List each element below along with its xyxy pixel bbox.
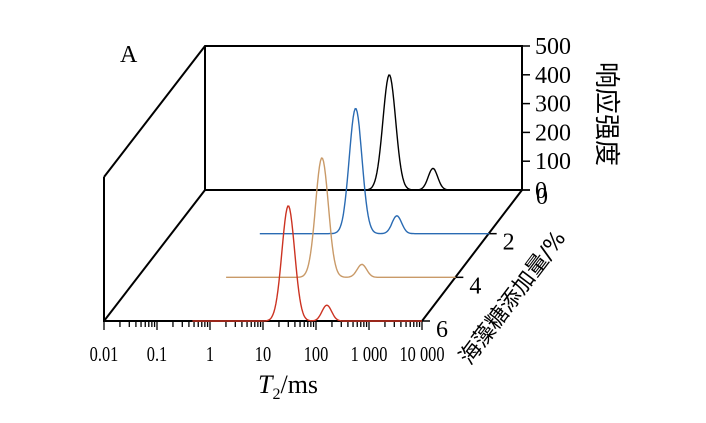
x-tick-label: 0.01 — [90, 343, 119, 366]
panel-label: A — [120, 42, 138, 68]
y-tick-label: 200 — [535, 120, 571, 146]
y-tick-label: 0 — [535, 178, 547, 204]
floor-left-edge — [103, 189, 206, 322]
series-line-0 — [293, 74, 523, 191]
x-tick-label: 0.1 — [147, 343, 167, 366]
y-tick-label: 300 — [535, 92, 571, 118]
series-line-2 — [259, 107, 490, 235]
x-tick-label: 1 000 — [351, 343, 388, 366]
z-tick-label: 2 — [503, 230, 515, 256]
series-line-4 — [226, 157, 456, 278]
x-tick-label: 10 — [255, 343, 271, 366]
chart-frame — [103, 45, 523, 322]
z-tick-label: 6 — [436, 317, 448, 343]
z-tick-label: 0 — [536, 184, 548, 210]
series-line-6 — [192, 205, 422, 322]
y-tick-label: 100 — [535, 149, 571, 175]
x-tick-label: 100 — [304, 343, 329, 366]
chart-labels: 0.01 0.1 1 10 100 1 000 10 0000100200300400500… — [90, 34, 621, 403]
x-axis-label: T2/ms — [258, 370, 318, 403]
y-axis-label: 响应强度 — [591, 62, 621, 166]
series-layer — [192, 74, 523, 322]
y-tick-label: 400 — [535, 63, 571, 89]
z-tick-label: 4 — [469, 273, 481, 299]
box-outline — [103, 45, 523, 322]
x-tick-label: 1 — [206, 343, 214, 366]
x-tick-label: 10 000 — [399, 343, 444, 366]
y-tick-label: 500 — [535, 34, 571, 60]
axis-ticks — [103, 45, 530, 330]
